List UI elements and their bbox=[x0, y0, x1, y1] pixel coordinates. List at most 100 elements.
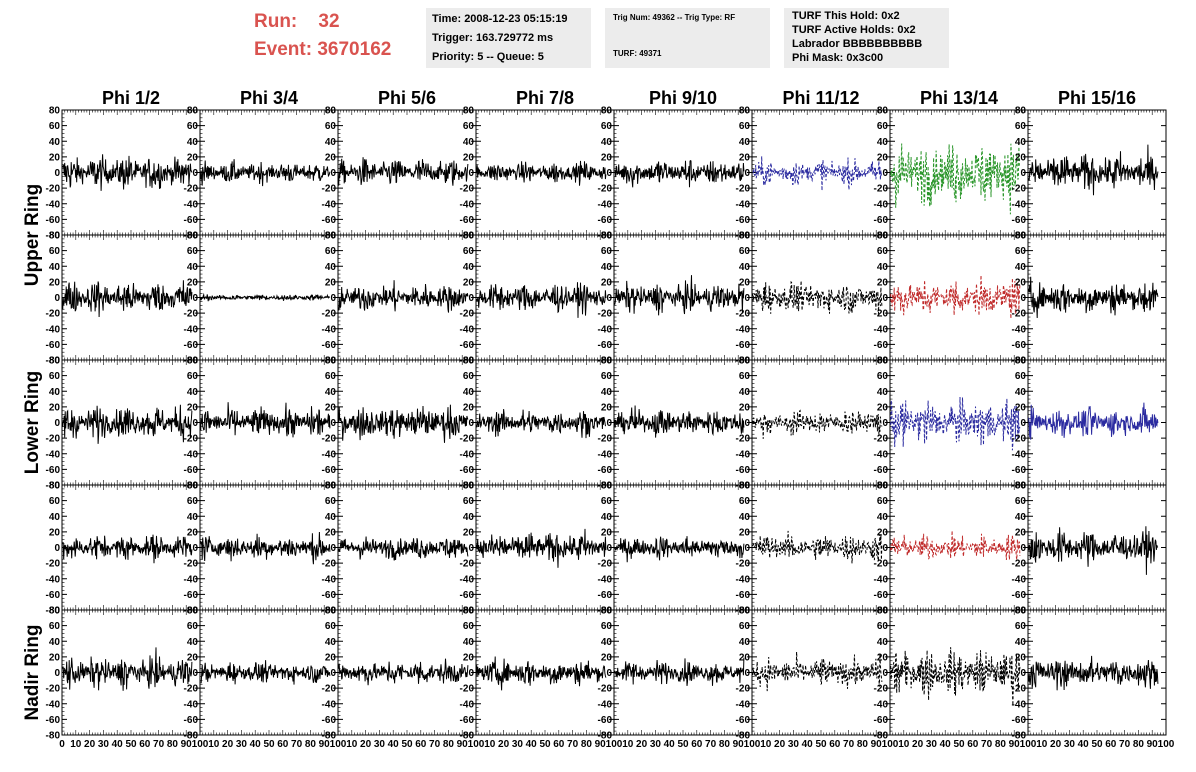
y-tick-label: 60 bbox=[325, 496, 337, 507]
waveform-trace bbox=[338, 157, 469, 186]
y-tick-label: -60 bbox=[598, 465, 613, 476]
y-tick-label: 80 bbox=[325, 106, 337, 117]
y-tick-label: 20 bbox=[49, 277, 61, 288]
waveform-trace bbox=[614, 536, 745, 563]
y-tick-label: 60 bbox=[463, 121, 475, 132]
y-tick-label: -60 bbox=[46, 215, 61, 226]
y-tick-label: -60 bbox=[874, 465, 889, 476]
y-tick-label: 40 bbox=[325, 387, 337, 398]
y-tick-label: 40 bbox=[463, 387, 475, 398]
y-tick-label: -40 bbox=[1012, 449, 1027, 460]
y-tick-label: 20 bbox=[877, 152, 889, 163]
waveform-trace bbox=[890, 396, 1021, 451]
y-tick-label: 60 bbox=[877, 246, 889, 257]
y-tick-label: 80 bbox=[187, 231, 199, 242]
y-tick-label: 0 bbox=[192, 168, 198, 179]
y-tick-label: -80 bbox=[460, 356, 475, 367]
y-tick-label: -80 bbox=[1012, 231, 1027, 242]
y-tick-label: -20 bbox=[46, 559, 61, 570]
y-tick-label: -40 bbox=[598, 449, 613, 460]
y-tick-label: 60 bbox=[877, 371, 889, 382]
y-tick-label: -20 bbox=[322, 559, 337, 570]
y-tick-label: -80 bbox=[736, 481, 751, 492]
y-tick-label: 60 bbox=[739, 371, 751, 382]
y-tick-label: 40 bbox=[49, 137, 61, 148]
y-tick-label: 20 bbox=[187, 277, 199, 288]
y-tick-label: 20 bbox=[877, 527, 889, 538]
y-tick-label: 60 bbox=[601, 121, 613, 132]
y-tick-label: 0 bbox=[468, 168, 474, 179]
y-tick-label: -60 bbox=[46, 340, 61, 351]
y-tick-label: 80 bbox=[49, 106, 61, 117]
y-tick-label: 0 bbox=[330, 293, 336, 304]
waveform-trace bbox=[1028, 402, 1159, 440]
waveform-trace bbox=[476, 409, 607, 439]
y-tick-label: 0 bbox=[192, 293, 198, 304]
y-tick-label: -40 bbox=[46, 324, 61, 335]
y-tick-label: 20 bbox=[1015, 277, 1027, 288]
y-tick-label: -20 bbox=[736, 434, 751, 445]
y-tick-label: 0 bbox=[1020, 168, 1026, 179]
y-tick-label: -20 bbox=[46, 309, 61, 320]
y-tick-label: -20 bbox=[184, 184, 199, 195]
y-tick-label: 60 bbox=[463, 496, 475, 507]
y-tick-label: 80 bbox=[739, 231, 751, 242]
y-tick-label: 80 bbox=[463, 481, 475, 492]
y-tick-label: 60 bbox=[877, 121, 889, 132]
y-tick-label: -60 bbox=[46, 590, 61, 601]
y-tick-label: 0 bbox=[330, 168, 336, 179]
y-tick-label: -60 bbox=[322, 340, 337, 351]
column-header: Phi 7/8 bbox=[516, 88, 574, 108]
y-tick-label: -40 bbox=[736, 199, 751, 210]
y-tick-label: 0 bbox=[468, 543, 474, 554]
y-tick-label: 80 bbox=[463, 231, 475, 242]
y-tick-label: -80 bbox=[322, 356, 337, 367]
y-tick-label: -60 bbox=[184, 465, 199, 476]
y-tick-label: -20 bbox=[1012, 184, 1027, 195]
y-tick-label: 40 bbox=[187, 137, 199, 148]
y-tick-label: 60 bbox=[739, 496, 751, 507]
time-text: Time: 2008-12-23 05:15:19 bbox=[432, 13, 568, 25]
y-tick-label: -60 bbox=[598, 590, 613, 601]
y-tick-label: -60 bbox=[322, 215, 337, 226]
y-tick-label: -60 bbox=[736, 340, 751, 351]
waveform-trace bbox=[1028, 144, 1159, 196]
y-tick-label: 60 bbox=[601, 246, 613, 257]
y-tick-label: 0 bbox=[468, 418, 474, 429]
y-tick-label: 40 bbox=[601, 512, 613, 523]
y-tick-label: -80 bbox=[874, 231, 889, 242]
y-tick-label: 60 bbox=[601, 496, 613, 507]
y-tick-label: 40 bbox=[463, 262, 475, 273]
y-tick-label: -20 bbox=[460, 184, 475, 195]
y-tick-label: 40 bbox=[739, 387, 751, 398]
y-tick-label: 0 bbox=[882, 543, 888, 554]
y-tick-label: -40 bbox=[598, 199, 613, 210]
trigger-text: Trigger: 163.729772 ms bbox=[432, 32, 554, 44]
y-tick-label: -60 bbox=[874, 590, 889, 601]
y-tick-label: 80 bbox=[877, 356, 889, 367]
y-tick-label: 40 bbox=[325, 512, 337, 523]
y-tick-label: 20 bbox=[739, 277, 751, 288]
y-tick-label: 0 bbox=[882, 418, 888, 429]
waveform-trace bbox=[200, 531, 331, 565]
y-tick-label: 60 bbox=[463, 371, 475, 382]
y-tick-label: -20 bbox=[598, 434, 613, 445]
y-tick-label: -60 bbox=[460, 215, 475, 226]
y-tick-label: 60 bbox=[187, 121, 199, 132]
y-tick-label: 40 bbox=[463, 137, 475, 148]
waveform-trace bbox=[752, 530, 883, 564]
column-header: Phi 1/2 bbox=[102, 88, 160, 108]
y-tick-label: -80 bbox=[1012, 356, 1027, 367]
y-tick-label: -60 bbox=[460, 590, 475, 601]
event-value: 3670162 bbox=[317, 39, 392, 60]
y-tick-label: -80 bbox=[46, 606, 61, 617]
turf-info-box: TURF This Hold: 0x2 TURF Active Holds: 0… bbox=[784, 8, 949, 68]
y-tick-label: 20 bbox=[49, 527, 61, 538]
y-tick-label: -80 bbox=[184, 231, 199, 242]
y-tick-label: -40 bbox=[46, 199, 61, 210]
y-tick-label: 20 bbox=[1015, 152, 1027, 163]
y-tick-label: 60 bbox=[49, 496, 61, 507]
y-tick-label: -60 bbox=[874, 340, 889, 351]
y-tick-label: 0 bbox=[882, 293, 888, 304]
y-tick-label: -20 bbox=[598, 309, 613, 320]
